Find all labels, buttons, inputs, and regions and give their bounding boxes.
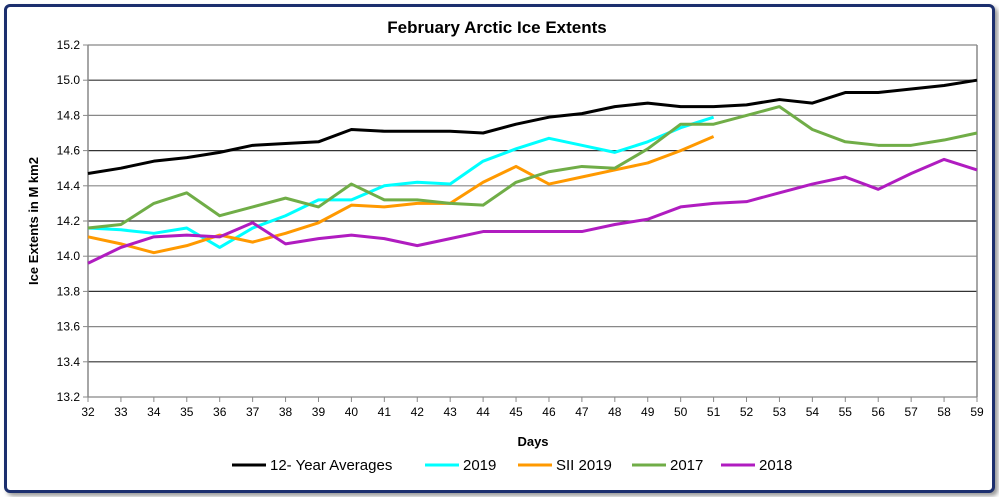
x-tick-label: 32 [81, 405, 95, 419]
x-tick-label: 36 [213, 405, 227, 419]
series-line-sii-2019 [87, 135, 715, 255]
series-line-2017 [87, 105, 978, 230]
x-tick-label: 41 [378, 405, 392, 419]
x-tick-label: 47 [575, 405, 589, 419]
series-line-2019 [87, 115, 715, 249]
y-tick-label: 14.8 [57, 108, 81, 122]
series-line-12-year-averages [87, 78, 978, 175]
x-tick-label: 37 [246, 405, 260, 419]
y-tick-label: 14.0 [57, 249, 81, 263]
x-tick-label: 34 [147, 405, 161, 419]
legend-label: 2019 [463, 457, 496, 474]
x-tick-label: 59 [970, 405, 984, 419]
y-tick-label: 15.0 [57, 73, 81, 87]
x-tick-label: 43 [444, 405, 458, 419]
legend-label: 12- Year Averages [270, 457, 392, 474]
x-tick-label: 56 [872, 405, 886, 419]
x-tick-label: 57 [904, 405, 918, 419]
y-tick-label: 15.2 [57, 38, 81, 52]
x-tick-label: 42 [411, 405, 425, 419]
x-tick-label: 50 [674, 405, 688, 419]
y-tick-label: 13.8 [57, 284, 81, 298]
series-line-2018 [87, 157, 978, 265]
x-tick-label: 33 [114, 405, 128, 419]
y-tick-label: 13.2 [57, 390, 81, 404]
x-tick-label: 35 [180, 405, 194, 419]
x-tick-label: 45 [509, 405, 523, 419]
y-tick-label: 14.6 [57, 144, 81, 158]
y-tick-label: 13.4 [57, 355, 81, 369]
legend-label: 2018 [759, 457, 792, 474]
x-tick-label: 46 [542, 405, 556, 419]
x-tick-label: 54 [806, 405, 820, 419]
y-tick-label: 13.6 [57, 320, 81, 334]
x-axis-label: Days [517, 434, 548, 449]
x-tick-label: 52 [740, 405, 754, 419]
x-tick-label: 49 [641, 405, 655, 419]
x-tick-label: 40 [345, 405, 359, 419]
x-tick-label: 58 [937, 405, 951, 419]
x-tick-label: 53 [773, 405, 787, 419]
y-tick-label: 14.2 [57, 214, 81, 228]
legend-label: 2017 [670, 457, 703, 474]
x-tick-label: 38 [279, 405, 293, 419]
x-tick-label: 44 [476, 405, 490, 419]
x-tick-label: 51 [707, 405, 721, 419]
y-axis-label: Ice Extents in M km2 [26, 157, 41, 285]
y-tick-label: 14.4 [57, 179, 81, 193]
x-tick-label: 55 [839, 405, 853, 419]
legend-label: SII 2019 [556, 457, 612, 474]
x-tick-label: 39 [312, 405, 326, 419]
chart-title: February Arctic Ice Extents [387, 18, 607, 37]
x-tick-label: 48 [608, 405, 622, 419]
